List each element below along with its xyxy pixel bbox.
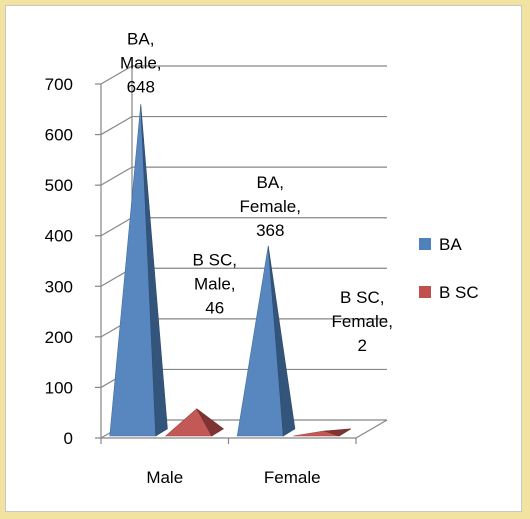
y-tick-label: 400	[45, 227, 73, 246]
gridline-side	[100, 166, 133, 186]
gridline-side	[100, 217, 133, 237]
pyramid-bar-side	[140, 104, 168, 437]
y-tick-label: 0	[64, 429, 73, 448]
chart-area: 0 100 200 300 400 500 600 700 Male Female BA, Male…	[5, 5, 522, 512]
pyramid-bars	[109, 104, 352, 437]
y-tick-label: 100	[45, 378, 73, 397]
data-label-line: Male,	[194, 275, 236, 294]
pyramid-bar-side	[267, 245, 296, 437]
legend-swatch	[419, 238, 431, 250]
data-label-line: Female,	[332, 312, 393, 331]
data-label-line: Female,	[240, 197, 301, 216]
data-label-line: 648	[127, 77, 155, 96]
x-tick-label: Male	[146, 468, 183, 487]
floor-edge	[355, 419, 388, 439]
data-label-line: Male,	[120, 53, 162, 72]
data-label-line: 2	[358, 336, 367, 355]
y-tick-label: 500	[45, 176, 73, 195]
legend-swatch	[419, 286, 431, 298]
y-tick-label: 200	[45, 328, 73, 347]
pyramid-bar-side	[196, 408, 224, 437]
data-label: B SC, Male, 46	[193, 251, 237, 318]
y-tick-label: 600	[45, 126, 73, 145]
legend: BA B SC	[419, 235, 479, 302]
data-label: BA, Female, 368	[240, 173, 301, 240]
x-tick-label: Female	[264, 468, 321, 487]
data-label-line: 46	[205, 299, 224, 318]
data-label-line: B SC,	[193, 251, 237, 270]
gridline-side	[100, 65, 133, 85]
y-tick-label: 700	[45, 75, 73, 94]
data-label: B SC, Female, 2	[332, 288, 393, 355]
axes: 0 100 200 300 400 500 600 700 Male Female	[45, 66, 388, 487]
data-label-line: B SC,	[340, 288, 384, 307]
gridline-side	[100, 116, 133, 136]
data-label: BA, Male, 648	[120, 29, 162, 96]
pyramid-chart: 0 100 200 300 400 500 600 700 Male Female BA, Male…	[45, 29, 479, 487]
legend-label: BA	[439, 235, 462, 254]
data-label-line: 368	[256, 221, 284, 240]
legend-label: B SC	[439, 283, 479, 302]
pyramid-bar-side	[324, 428, 352, 437]
data-label-line: BA,	[257, 173, 284, 192]
y-tick-label: 300	[45, 277, 73, 296]
data-label-line: BA,	[127, 29, 154, 48]
